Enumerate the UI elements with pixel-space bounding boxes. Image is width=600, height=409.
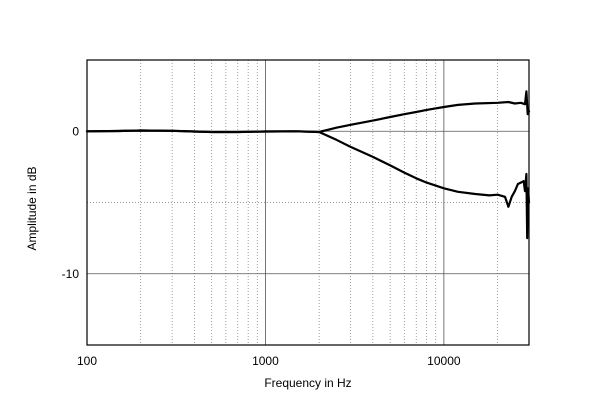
series-line (85, 90, 531, 134)
tick-labels: 100 1000 10000 0 -10 (62, 124, 461, 368)
series-line (85, 129, 531, 240)
y-axis-title: Amplitude in dB (25, 166, 39, 250)
x-tick-label: 10000 (427, 354, 461, 368)
series-layer (85, 90, 531, 240)
y-tick-label: 0 (72, 124, 79, 138)
plot-frame (86, 59, 530, 346)
x-axis-title: Frequency in Hz (264, 376, 351, 390)
x-tick-label: 1000 (252, 354, 279, 368)
y-tick-label: -10 (62, 267, 80, 281)
grid (87, 60, 529, 345)
x-tick-label: 100 (77, 354, 97, 368)
